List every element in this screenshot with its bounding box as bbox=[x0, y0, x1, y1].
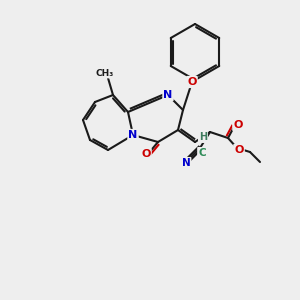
Text: O: O bbox=[141, 149, 151, 159]
Text: O: O bbox=[234, 145, 244, 155]
Text: CH₃: CH₃ bbox=[96, 68, 114, 77]
Text: N: N bbox=[164, 90, 172, 100]
Text: O: O bbox=[187, 77, 197, 87]
Text: N: N bbox=[128, 130, 138, 140]
Text: H: H bbox=[199, 132, 207, 142]
Text: N: N bbox=[182, 158, 190, 168]
Text: C: C bbox=[198, 148, 206, 158]
Text: O: O bbox=[233, 120, 243, 130]
